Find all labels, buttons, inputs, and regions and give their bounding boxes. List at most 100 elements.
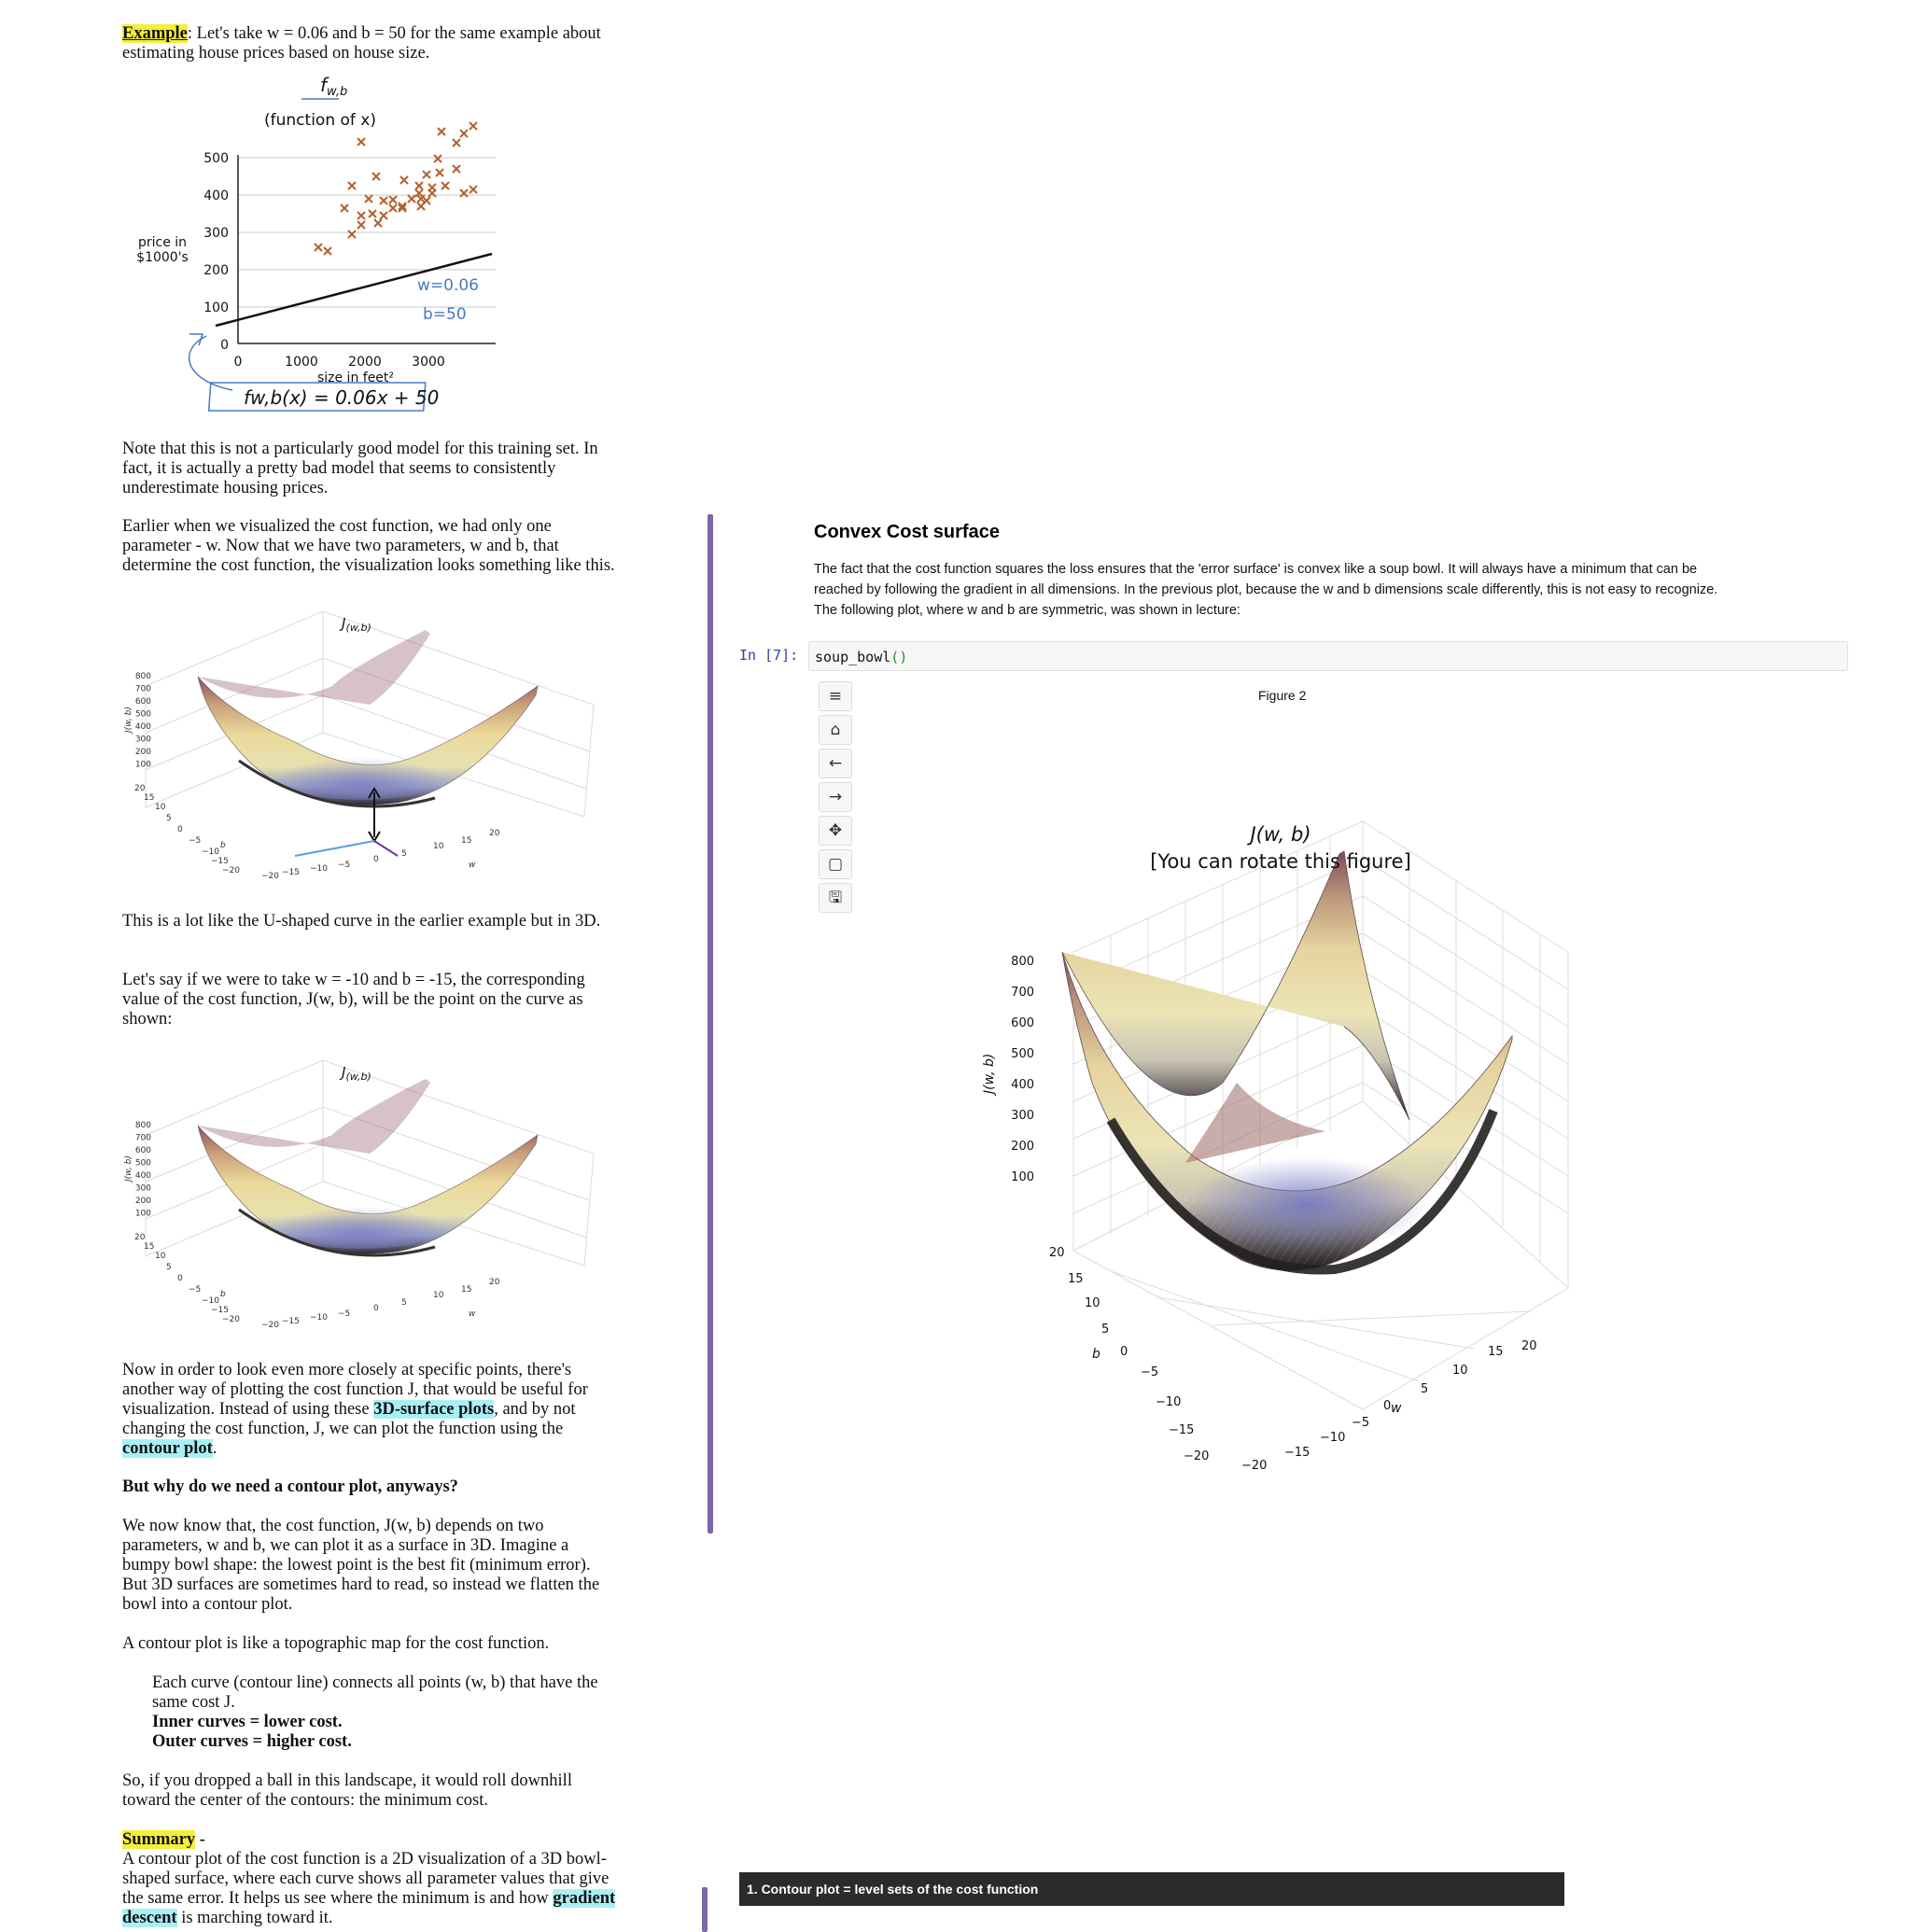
example-label: Example bbox=[122, 24, 188, 43]
z-tick-label: 100 bbox=[135, 1210, 151, 1219]
surface-1-w-ticks: −20 −15 −10 −5 0 5 10 15 20 bbox=[261, 829, 500, 881]
data-point bbox=[357, 137, 366, 147]
z-tick-label: 300 bbox=[1011, 1109, 1034, 1123]
y-axis-label-line2: $1000's bbox=[136, 250, 189, 265]
surface-1-z-ticks: 800 700 600 500 400 300 200 100 bbox=[135, 672, 151, 770]
b-tick-label: −5 bbox=[189, 836, 201, 846]
data-point bbox=[422, 196, 431, 205]
para-line-2: reached by following the gradient in all… bbox=[814, 582, 1718, 597]
surface-1-title: J(w,b) bbox=[339, 615, 371, 634]
data-point bbox=[373, 218, 383, 228]
highlight-contour-plot: contour plot bbox=[122, 1439, 213, 1458]
w-tick-label: 15 bbox=[461, 1285, 471, 1295]
b-tick-label: 15 bbox=[1068, 1272, 1084, 1286]
w-tick-label: 0 bbox=[1383, 1399, 1391, 1413]
soup-bowl-3d-plot[interactable]: J(w, b) [You can rotate this figure] J(w… bbox=[971, 803, 1624, 1484]
notes-paragraph-bad-model: Note that this is not a particularly goo… bbox=[122, 440, 598, 497]
w-note: w=0.06 bbox=[417, 276, 479, 295]
func-subtitle: (function of x) bbox=[264, 111, 376, 130]
z-tick-label: 400 bbox=[1011, 1078, 1034, 1092]
model-formula: fw,b(x) = 0.06x + 50 bbox=[244, 386, 439, 409]
home-icon[interactable]: ⌂ bbox=[819, 715, 852, 745]
w-tick-label: −15 bbox=[1284, 1446, 1310, 1460]
pan-icon[interactable]: ✥ bbox=[819, 816, 852, 846]
data-point bbox=[364, 194, 373, 203]
notes-paragraph-example: Example: Let's take w = 0.06 and b = 50 … bbox=[122, 24, 617, 63]
zoom-rect-icon[interactable]: ▢ bbox=[819, 849, 852, 879]
training-points bbox=[314, 121, 478, 256]
b-tick-label: 5 bbox=[166, 1263, 172, 1272]
plot-title-2: [You can rotate this figure] bbox=[1150, 850, 1411, 873]
b-tick-label: −15 bbox=[211, 1306, 229, 1315]
w-tick-label: 15 bbox=[461, 836, 471, 846]
surface-plot-2: J(w,b) J(w, b) 800700600500400300200100 … bbox=[124, 1059, 595, 1330]
z-tick-label: 100 bbox=[135, 761, 151, 770]
w-tick-label: 5 bbox=[401, 849, 407, 859]
w-tick-label: −10 bbox=[310, 864, 328, 874]
x-tick-label: 3000 bbox=[412, 355, 445, 370]
w-tick-label: 5 bbox=[1421, 1382, 1428, 1396]
w-tick-label: 15 bbox=[1488, 1345, 1504, 1359]
data-point bbox=[469, 185, 478, 194]
highlight-3d-surface-plots: 3D-surface plots bbox=[373, 1400, 495, 1419]
data-point bbox=[399, 175, 409, 185]
data-point bbox=[368, 209, 377, 218]
notes-summary-heading: Summary - bbox=[122, 1830, 205, 1849]
b-tick-label: 10 bbox=[155, 1252, 166, 1261]
code-cell[interactable]: soup_bowl() bbox=[808, 641, 1848, 671]
surface-1-b-label: b bbox=[220, 841, 226, 850]
b-tick-label: −10 bbox=[202, 847, 219, 857]
z-tick-label: 300 bbox=[135, 735, 151, 745]
y-tick-label: 500 bbox=[203, 151, 229, 166]
data-point bbox=[398, 202, 407, 211]
data-point bbox=[407, 194, 416, 203]
menu-icon[interactable]: ≡ bbox=[819, 681, 852, 711]
surface-plot-1: J(w,b) J(w, b) 800700600500400300200100 … bbox=[124, 610, 595, 881]
z-tick-label: 700 bbox=[1011, 986, 1034, 1000]
data-point bbox=[347, 181, 357, 190]
plot-title-1: J(w, b) bbox=[1246, 823, 1310, 846]
summary-label: Summary bbox=[122, 1830, 196, 1849]
x-axis-label: size in feet² bbox=[317, 371, 394, 385]
data-point bbox=[398, 203, 407, 213]
surface-2-zlabel: J(w, b) bbox=[124, 1155, 133, 1183]
z-tick-label: 200 bbox=[135, 748, 151, 757]
forward-icon[interactable]: → bbox=[819, 782, 852, 812]
save-icon[interactable]: 🖫 bbox=[819, 883, 852, 913]
z-tick-label: 600 bbox=[135, 1146, 151, 1155]
notebook-paragraph: The fact that the cost function squares … bbox=[814, 559, 1859, 621]
z-tick-label: 400 bbox=[135, 722, 151, 732]
surface-2-title: J(w,b) bbox=[339, 1064, 371, 1083]
w-tick-label: 5 bbox=[401, 1298, 407, 1308]
data-point bbox=[469, 121, 478, 131]
y-tick-labels: 500 400 300 200 100 0 bbox=[203, 151, 229, 353]
w-tick-labels: −20 −15 −10 −5 0 5 10 15 20 bbox=[1241, 1339, 1537, 1473]
b-tick-label: −5 bbox=[189, 1285, 201, 1295]
y-tick-label: 100 bbox=[203, 301, 229, 315]
data-point bbox=[427, 189, 437, 198]
data-point bbox=[388, 195, 398, 204]
figure-label: Figure 2 bbox=[1258, 688, 1307, 703]
notes-paragraph-topographic: A contour plot is like a topographic map… bbox=[122, 1634, 550, 1653]
notes-paragraph-contour-intro: Now in order to look even more closely a… bbox=[122, 1361, 588, 1458]
surface-1-w-label: w bbox=[469, 861, 476, 870]
z-tick-label: 800 bbox=[135, 672, 151, 681]
notes-summary-text: A contour plot of the cost function is a… bbox=[122, 1850, 616, 1927]
data-point bbox=[371, 172, 381, 181]
z-tick-label: 600 bbox=[135, 697, 151, 707]
b-axis-label: b bbox=[1092, 1347, 1100, 1362]
back-icon[interactable]: ← bbox=[819, 749, 852, 778]
cell-divider-bar bbox=[708, 514, 713, 1533]
data-point bbox=[452, 164, 461, 174]
z-tick-label: 300 bbox=[135, 1184, 151, 1194]
surface-2-b-label: b bbox=[220, 1290, 226, 1299]
w-tick-label: −5 bbox=[338, 1309, 350, 1319]
data-point bbox=[357, 220, 366, 230]
surface-1-zlabel: J(w, b) bbox=[124, 707, 133, 735]
x-tick-label: 0 bbox=[234, 355, 243, 370]
func-title: fw,b bbox=[320, 74, 347, 99]
w-tick-label: 0 bbox=[373, 855, 379, 864]
